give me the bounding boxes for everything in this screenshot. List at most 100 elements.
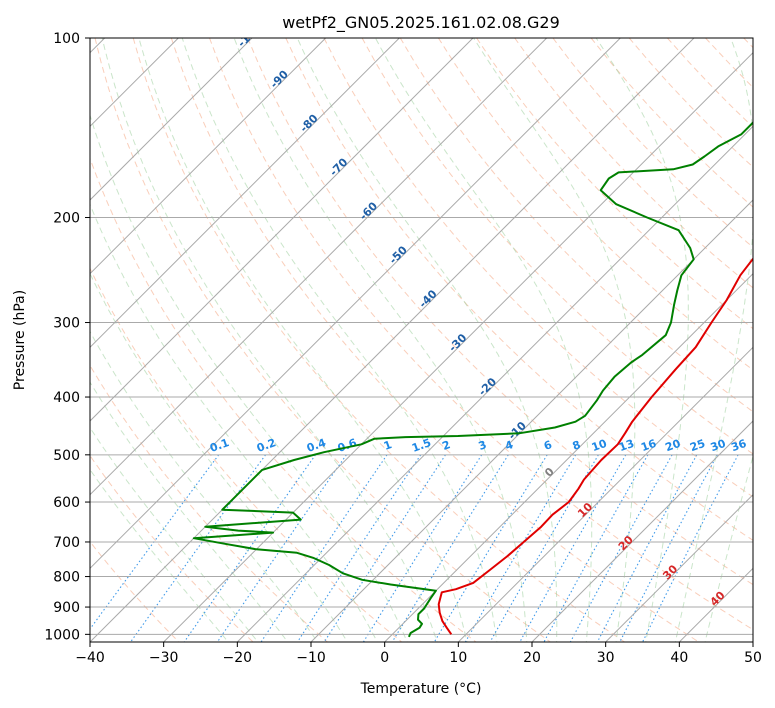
mixing-ratio-label: 0.4 <box>305 436 328 455</box>
x-tick-label: 50 <box>744 650 762 666</box>
moist-adiabat-line <box>90 426 259 642</box>
mixing-ratio-line <box>596 454 698 642</box>
isotherm-line <box>531 420 753 642</box>
isotherm-line <box>457 346 753 642</box>
mixing-ratio-label: 0.1 <box>208 436 231 455</box>
y-tick-label: 300 <box>53 316 80 332</box>
mixing-ratio-label: 10 <box>590 437 609 455</box>
dry-adiabat-line <box>247 38 753 586</box>
mixing-ratio-label: 1 <box>382 438 394 453</box>
y-tick-label: 200 <box>53 211 80 227</box>
mixing-ratio-line <box>433 454 548 642</box>
moist-adiabat-line <box>90 113 408 642</box>
isotherm-line <box>90 38 621 570</box>
mixing-ratio-label: 13 <box>617 437 636 454</box>
dry-adiabat-line <box>90 364 329 642</box>
axes: −40 −30 −20 −10 0 10 20 30 40 5010020030040050060… <box>44 31 762 666</box>
y-tick-label: 700 <box>53 535 80 551</box>
moist-adiabat-line <box>473 38 636 642</box>
mixing-ratio-label: 1.5 <box>410 436 433 455</box>
moist-adiabat-line <box>101 38 438 642</box>
moist-adiabat-line <box>90 468 229 642</box>
isotherm-line <box>90 38 548 496</box>
mixing-ratio-line <box>296 454 422 642</box>
x-tick-label: 10 <box>449 650 467 666</box>
y-tick-label: 400 <box>53 390 80 406</box>
background-lines <box>90 38 753 642</box>
x-tick-label: 20 <box>523 650 541 666</box>
mixing-ratio-line <box>216 454 347 642</box>
moist-adiabat-line <box>595 38 689 642</box>
mixing-ratio-line <box>464 454 577 642</box>
mixing-ratio-label: 0.2 <box>255 436 278 455</box>
dry-adiabat-line <box>323 38 753 498</box>
mixing-ratio-line <box>323 454 446 642</box>
mixing-ratio-label: 4 <box>503 438 515 453</box>
mixing-ratio-label: 16 <box>639 437 658 455</box>
mixing-ratio-label: 20 <box>664 437 683 455</box>
dry-adiabat-line <box>90 454 254 642</box>
mixing-ratio-line <box>183 454 316 642</box>
mixing-ratio-label: 30 <box>709 437 728 455</box>
isotherm-line <box>384 272 753 642</box>
moist-adiabat-line <box>90 203 378 642</box>
dry-adiabat-line <box>132 38 626 642</box>
mixing-ratio-label: 2 <box>440 438 452 453</box>
mixing-ratio-line <box>129 454 267 642</box>
moist-adiabat-line <box>674 38 753 642</box>
x-axis-label: Temperature (°C) <box>360 681 482 697</box>
isotherm-line <box>236 125 753 642</box>
y-tick-label: 500 <box>53 448 80 464</box>
moist-adiabat-line <box>704 454 753 642</box>
plot-frame <box>89 37 754 643</box>
x-tick-label: 0 <box>380 650 389 666</box>
x-tick-label: −10 <box>296 650 326 666</box>
profile-series <box>192 121 753 638</box>
isotherm-line <box>90 38 327 275</box>
isotherm-line <box>163 51 753 642</box>
mixing-ratio-label: 36 <box>729 437 748 455</box>
y-tick-label: 900 <box>53 600 80 616</box>
moist-adiabat-line <box>138 38 468 642</box>
mixing-ratio-label: 25 <box>688 437 707 454</box>
isotherm-line <box>90 38 474 422</box>
dry-adiabat-line <box>476 38 753 330</box>
mixing-ratio-label: 8 <box>571 438 583 453</box>
x-tick-label: −30 <box>149 650 179 666</box>
y-tick-label: 600 <box>53 495 80 511</box>
y-tick-label: 800 <box>53 570 80 586</box>
x-tick-label: −20 <box>223 650 253 666</box>
isotherm-line <box>310 199 753 642</box>
mixing-ratio-line <box>641 454 739 642</box>
mixing-ratio-label: 3 <box>477 438 489 453</box>
x-tick-label: 40 <box>670 650 688 666</box>
y-tick-label: 1000 <box>44 627 80 643</box>
mixing-ratio-label: 6 <box>542 438 554 453</box>
moist-adiabat-line <box>374 38 593 642</box>
mixing-ratio-line <box>619 454 718 642</box>
moist-adiabat-line <box>90 330 319 642</box>
isotherm-line <box>90 38 400 349</box>
isotherm-line <box>90 38 253 201</box>
mixing-ratio-line <box>90 454 220 630</box>
mixing-ratio-line <box>543 454 649 642</box>
dewpoint-profile-line <box>192 121 753 638</box>
mixing-ratio-label: 0.6 <box>336 436 359 455</box>
moist-adiabat-line <box>181 38 498 642</box>
moist-adiabat-line <box>90 272 348 642</box>
x-tick-label: 30 <box>597 650 615 666</box>
dry-adiabat-line <box>437 38 753 371</box>
isotherm-line <box>90 38 695 642</box>
x-tick-label: −40 <box>75 650 105 666</box>
mixing-ratio-line <box>260 454 388 642</box>
dry-adiabat-line <box>94 38 552 642</box>
moist-adiabat-line <box>296 38 558 642</box>
isotherm-label: -100 <box>235 21 264 50</box>
moist-adiabat-line <box>90 381 289 642</box>
dry-adiabat-line <box>514 38 753 289</box>
y-tick-label: 100 <box>53 31 80 47</box>
isotherm-line <box>605 493 753 642</box>
y-axis-label: Pressure (hPa) <box>12 290 28 390</box>
